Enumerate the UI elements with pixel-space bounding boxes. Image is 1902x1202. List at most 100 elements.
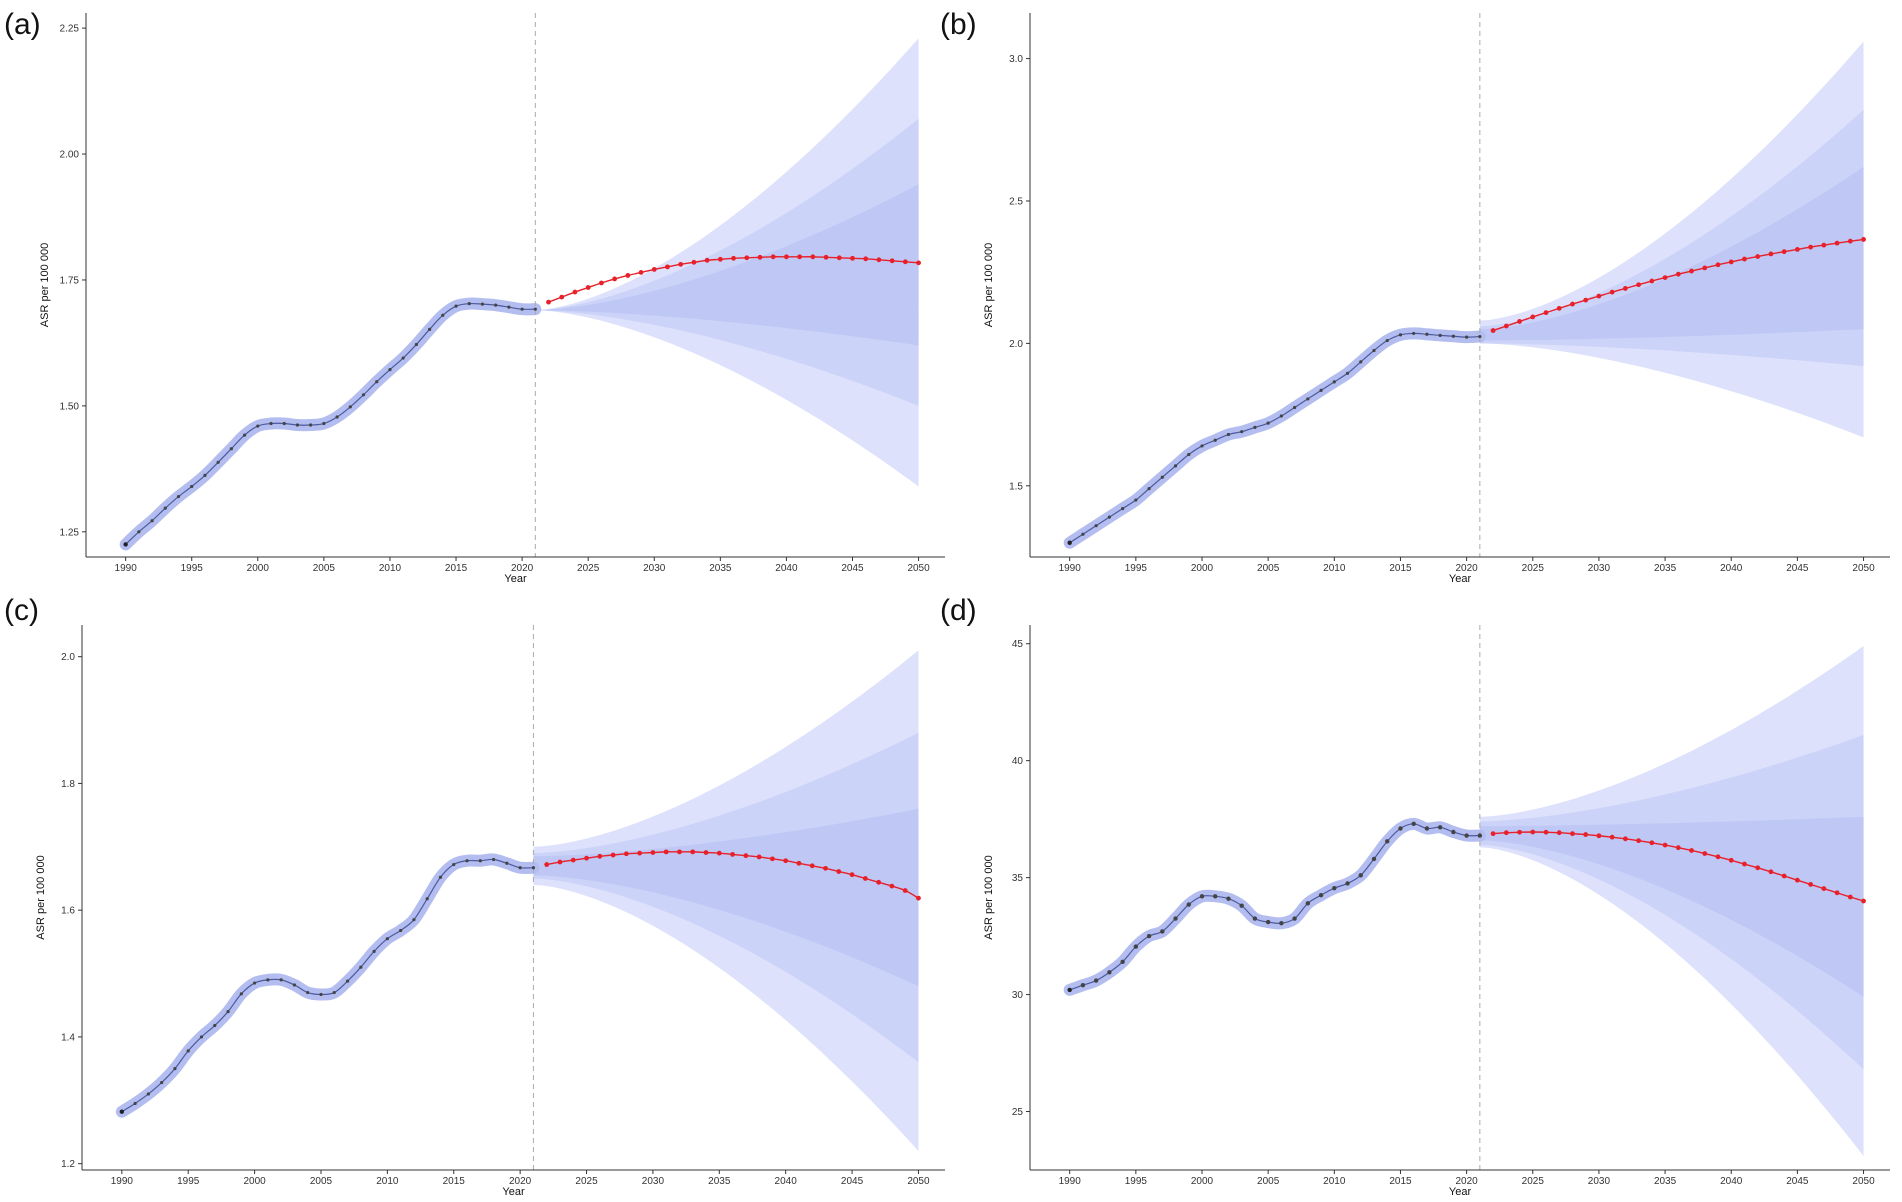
panel-b-forecast-point (1636, 282, 1642, 288)
panel-a-historical-point (375, 380, 379, 384)
panel-d-historical-point (1160, 929, 1165, 934)
panel-a-historical-point (414, 342, 418, 347)
panel-c-historical-point (319, 992, 323, 997)
panel-a-historical-point (348, 405, 352, 409)
panel-c-x-tick-label: 1990 (111, 1176, 134, 1187)
panel-a-forecast-point (784, 254, 789, 260)
panel-a-y-tick-label: 1.50 (60, 401, 80, 412)
panel-b-forecast-point (1675, 271, 1681, 277)
panel-c-historical-point (266, 978, 270, 982)
panel-d-y-tick-label: 25 (1012, 1107, 1024, 1118)
panel-d-forecast-point (1847, 894, 1853, 900)
panel-d-x-tick-label: 2020 (1455, 1176, 1478, 1187)
panel-a-forecast-point (836, 255, 842, 261)
panel-c-historical-point (239, 992, 243, 996)
panel-a-x-tick-label: 1995 (181, 563, 204, 574)
panel-a-forecast-point (863, 256, 869, 262)
panel-a-historical-point (533, 307, 537, 311)
panel-d-forecast-point (1609, 834, 1615, 840)
panel-a-historical-band (119, 297, 542, 551)
panel-a-forecast-point (876, 257, 882, 263)
panel-a-y-tick-label: 1.75 (60, 275, 80, 286)
panel-c-historical-point (438, 875, 443, 879)
panel-a-historical-point (507, 305, 511, 309)
panel-c-historical-point (452, 862, 456, 867)
panel-b-historical-band (1063, 327, 1486, 549)
panel-d-forecast-point (1517, 829, 1522, 835)
panel-b-forecast-point (1808, 244, 1814, 250)
panel-a-x-tick-label: 2035 (709, 563, 732, 574)
panel-a-y-tick-label: 1.25 (60, 527, 80, 538)
panel-b-x-tick-label: 2050 (1852, 563, 1875, 574)
panel-a-historical-point (428, 327, 432, 331)
panel-b-x-tick-label: 2020 (1455, 563, 1478, 574)
panel-d-y-tick-label: 30 (1012, 990, 1024, 1001)
panel-d-historical-point (1318, 892, 1324, 898)
panel-d-forecast-point (1742, 861, 1747, 867)
panel-d-label: (d) (940, 594, 977, 627)
panel-b-x-tick-label: 2040 (1720, 563, 1743, 574)
panel-d-y-axis-title: ASR per 100 000 (983, 855, 995, 939)
panel-c-x-tick-label: 2030 (642, 1176, 665, 1187)
panel-d-historical-point (1199, 894, 1205, 899)
panel-a-x-tick-label: 2020 (511, 563, 534, 574)
panel-b-y-tick-label: 2.0 (1009, 339, 1023, 350)
panel-a-historical-point (480, 302, 485, 306)
panel-d-historical-point (1107, 970, 1112, 975)
panel-c-forecast-point (809, 863, 815, 869)
panel-d-y-tick-label: 35 (1012, 873, 1024, 884)
panel-d-y-tick-label: 40 (1012, 756, 1024, 767)
panel-d-forecast-point (1715, 854, 1721, 860)
panel-d-x-tick-label: 1995 (1125, 1176, 1148, 1187)
panel-d-historical-point (1120, 959, 1125, 965)
panel-c-forecast-point (584, 855, 589, 861)
panel-d-forecast-point (1768, 869, 1774, 875)
panel-d-forecast-point (1702, 851, 1708, 856)
panel-b-historical-point (1465, 335, 1469, 339)
panel-a-forecast-point (744, 255, 750, 261)
panel-b-x-tick-label: 2000 (1191, 563, 1214, 574)
panel-c-forecast-point (557, 859, 563, 865)
panel-d-forecast-point (1649, 840, 1655, 846)
panel-b-x-tick-label: 2005 (1257, 563, 1280, 574)
panel-a-forecast-point (625, 273, 631, 278)
panel-b-historical-point (1187, 452, 1191, 457)
panel-c-y-tick-label: 2.0 (61, 652, 75, 663)
panel-d-forecast-point (1808, 882, 1814, 887)
panel-a-historical-point (335, 415, 339, 419)
panel-d-y-tick-label: 45 (1012, 639, 1024, 650)
panel-b-forecast-point (1768, 251, 1774, 257)
panel-b-historical-point (1067, 540, 1072, 545)
panel-c-forecast-point (836, 869, 842, 874)
panel-c-forecast-point (876, 879, 882, 885)
panel-c-historical-point (359, 965, 363, 969)
panel-c: (c) 1990 1995 2000 2005 2010 2015 2020 2025 2030 2… (4, 594, 945, 1198)
panel-d-x-tick-label: 2040 (1720, 1176, 1743, 1187)
panel-c-historical-point (186, 1049, 190, 1053)
panel-c-y-axis-title: ASR per 100 000 (35, 855, 47, 939)
panel-b-x-tick-label: 2015 (1389, 563, 1412, 574)
panel-d-forecast-point (1675, 845, 1681, 851)
panel-c-forecast-point (849, 872, 855, 878)
panel-d-historical-point (1451, 829, 1456, 835)
panel-d-forecast-point (1503, 830, 1509, 836)
panel-c-x-tick-label: 2005 (310, 1176, 333, 1187)
panel-c-historical-point (199, 1035, 204, 1039)
panel-c-historical-point (292, 983, 297, 987)
panel-d-historical-point (1437, 825, 1443, 830)
panel-b-forecast-point (1847, 238, 1853, 244)
panel-a-forecast-point (678, 261, 684, 267)
panel-a-y-tick-label: 2.25 (60, 24, 80, 35)
panel-a-historical-point (388, 368, 392, 372)
panel-d-forecast-point (1543, 829, 1549, 835)
panel-c-x-tick-label: 2035 (708, 1176, 731, 1187)
panel-a-forecast-point (823, 254, 829, 260)
panel-b-historical-point (1134, 498, 1138, 502)
panel-b-forecast-point (1517, 319, 1522, 324)
panel-c-x-tick-label: 2025 (575, 1176, 598, 1187)
panel-b-x-axis-title: Year (1449, 573, 1472, 585)
panel-b-historical-point (1121, 506, 1125, 511)
panel-b-historical-point (1081, 532, 1085, 536)
panel-c-forecast-point (730, 852, 735, 857)
